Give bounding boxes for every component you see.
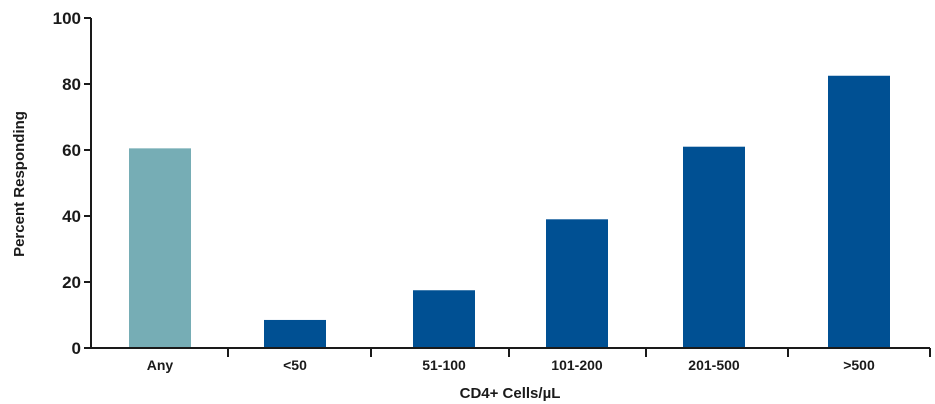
y-tick-label: 80 (62, 75, 81, 94)
y-tick-label: 20 (62, 273, 81, 292)
x-tick-label: Any (147, 357, 174, 373)
bar-3 (413, 290, 475, 348)
bar-1 (129, 148, 191, 348)
bars-group (129, 75, 890, 348)
x-tick-label: 201-500 (688, 357, 740, 373)
y-tick-label: 60 (62, 141, 81, 160)
x-tick-label: 51-100 (422, 357, 466, 373)
y-tick-label: 100 (53, 9, 81, 28)
x-tick-label: 101-200 (551, 357, 603, 373)
bar-4 (546, 219, 608, 348)
x-axis-title: CD4+ Cells/µL (460, 385, 561, 402)
x-tick-label: <50 (283, 357, 307, 373)
y-axis-title: Percent Responding (11, 111, 28, 257)
y-ticks-group: 0 20 40 60 80 100 (53, 9, 91, 358)
y-tick-label: 40 (62, 207, 81, 226)
x-ticks-group: Any <50 51-100 101-200 201-500 >500 (147, 348, 931, 373)
bar-5 (683, 146, 745, 348)
bar-6 (828, 75, 890, 348)
bar-2 (264, 319, 326, 348)
x-tick-label: >500 (843, 357, 875, 373)
y-tick-label: 0 (72, 339, 81, 358)
